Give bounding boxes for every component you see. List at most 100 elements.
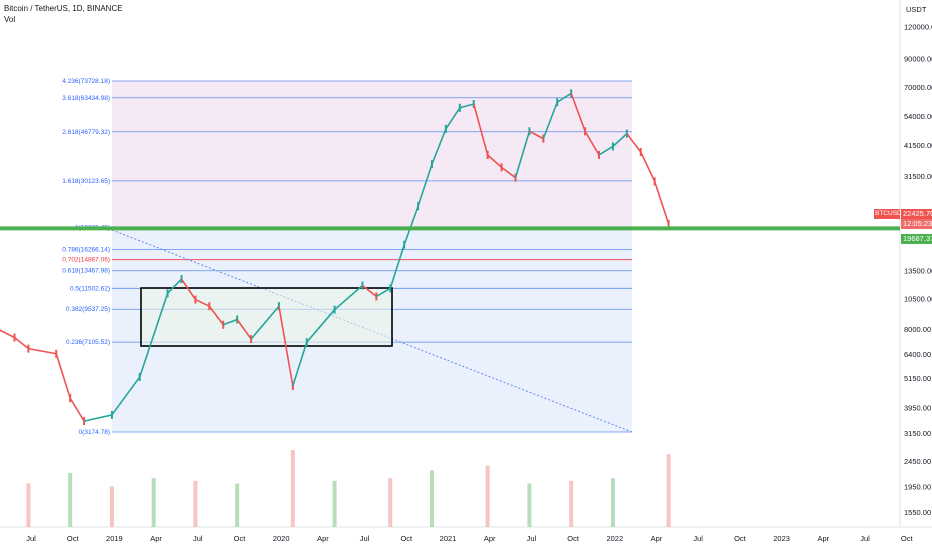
volume-bar <box>485 465 490 527</box>
price-segment <box>570 93 586 132</box>
price-segment <box>653 181 670 225</box>
time-tick-label: Oct <box>67 534 80 543</box>
price-segment <box>487 154 503 168</box>
price-tick-label: 90000.00 <box>904 55 932 64</box>
price-segment <box>417 163 433 207</box>
time-tick-label: Oct <box>901 534 914 543</box>
volume-bar <box>193 480 198 527</box>
price-tick-label: 1550.00 <box>904 508 931 517</box>
price-tick-label: 13500.00 <box>904 266 932 275</box>
price-segment <box>236 319 252 340</box>
consolidation-box[interactable] <box>140 287 393 347</box>
price-tick-label: 31500.00 <box>904 172 932 181</box>
price-tick-label: 3150.00 <box>904 429 931 438</box>
price-segment <box>584 130 600 156</box>
time-tick-label: Apr <box>817 534 829 543</box>
price-segment <box>375 287 391 298</box>
time-tick-label: Oct <box>567 534 580 543</box>
price-tick-label: 6400.00 <box>904 350 931 359</box>
price-segment <box>626 133 642 153</box>
green-line-tag: 19687.37 <box>901 234 932 244</box>
price-segment <box>208 305 224 326</box>
chart-legend: Bitcoin / TetherUS, 1D, BINANCE Vol <box>4 3 123 25</box>
time-tick-label: 2020 <box>273 534 290 543</box>
price-candle <box>667 219 670 228</box>
volume-label[interactable]: Vol <box>4 15 16 24</box>
volume-bar <box>109 486 114 527</box>
time-tick-label: 2022 <box>606 534 623 543</box>
time-tick-label: Jul <box>26 534 36 543</box>
volume-bar <box>527 483 532 527</box>
price-segment <box>55 353 71 399</box>
trend-line[interactable] <box>111 229 633 433</box>
time-tick-label: 2021 <box>440 534 457 543</box>
time-tick-label: Oct <box>234 534 247 543</box>
price-segment <box>222 318 238 326</box>
volume-bars <box>26 450 671 527</box>
time-tick-label: Jul <box>360 534 370 543</box>
fib-level-label: 0(3174.78) <box>79 429 110 436</box>
price-segment <box>250 305 280 340</box>
fib-level-label: 0.618(13467.98) <box>62 268 110 275</box>
time-axis-labels: Jul Oct 2019 Apr Jul Oct 2020 Apr Jul Oct 2021 Apr J… <box>26 534 913 543</box>
time-tick-label: Oct <box>400 534 413 543</box>
price-segment <box>69 397 85 422</box>
time-tick-label: Jul <box>693 534 703 543</box>
price-segment <box>138 293 169 378</box>
price-tick-label: 5150.00 <box>904 374 931 383</box>
fib-level-label: 0.786(16266.14) <box>62 247 110 254</box>
price-segment <box>431 128 447 165</box>
price-segment <box>472 103 489 156</box>
volume-bar <box>151 478 156 527</box>
price-segment <box>403 205 419 246</box>
fib-level-label: 0.236(7105.52) <box>66 339 110 346</box>
fib-level-label: 2.618(46779.32) <box>62 129 110 136</box>
fib-level-label: 3.618(63434.98) <box>62 95 110 102</box>
price-segment <box>514 131 531 178</box>
price-segment <box>501 166 516 179</box>
volume-bar <box>666 454 671 527</box>
fib-level-label: 0.702(14867.06) <box>62 257 110 264</box>
time-tick-label: Apr <box>484 534 496 543</box>
price-segment <box>292 341 308 387</box>
volume-bar <box>235 483 240 527</box>
price-segment <box>0 329 15 339</box>
price-segment <box>542 101 558 139</box>
price-segment <box>459 103 474 109</box>
price-segment <box>278 306 294 387</box>
symbol-title[interactable]: Bitcoin / TetherUS, 1D, BINANCE <box>4 4 123 13</box>
price-tick-label: 8000.00 <box>904 325 931 334</box>
fib-level-label: 4.236(73728.18) <box>62 78 110 85</box>
countdown-tag: 12:05:23 <box>901 219 932 229</box>
price-segment <box>445 107 461 130</box>
price-segment <box>180 278 197 301</box>
price-tick-label: 41500.00 <box>904 141 932 150</box>
time-tick-label: Oct <box>734 534 747 543</box>
time-tick-label: 2019 <box>106 534 123 543</box>
fib-level-label: 0.5(11502.62) <box>70 285 110 292</box>
volume-bar <box>332 480 337 527</box>
price-segment <box>167 278 183 294</box>
volume-bar <box>569 480 574 527</box>
price-segment <box>111 376 141 416</box>
price-segment <box>612 133 628 148</box>
price-segment <box>306 309 336 343</box>
price-axis-labels: 120000.00 90000.00 70000.00 54000.00 41500.0… <box>904 23 932 517</box>
volume-bar <box>610 478 615 527</box>
last-price-tag: 22425.70 <box>901 209 932 219</box>
time-tick-label: Jul <box>860 534 870 543</box>
price-tick-label: 70000.00 <box>904 83 932 92</box>
price-candles <box>0 89 670 426</box>
volume-bar <box>388 478 393 527</box>
price-segment <box>28 347 57 355</box>
time-tick-label: 2023 <box>773 534 790 543</box>
price-tick-label: 120000.00 <box>904 23 932 32</box>
price-segment <box>83 414 113 422</box>
volume-bar <box>290 450 295 527</box>
price-segment <box>640 151 656 182</box>
volume-bar <box>68 472 73 527</box>
price-segment <box>556 92 572 103</box>
price-segment <box>598 145 614 156</box>
price-segment <box>361 284 377 298</box>
